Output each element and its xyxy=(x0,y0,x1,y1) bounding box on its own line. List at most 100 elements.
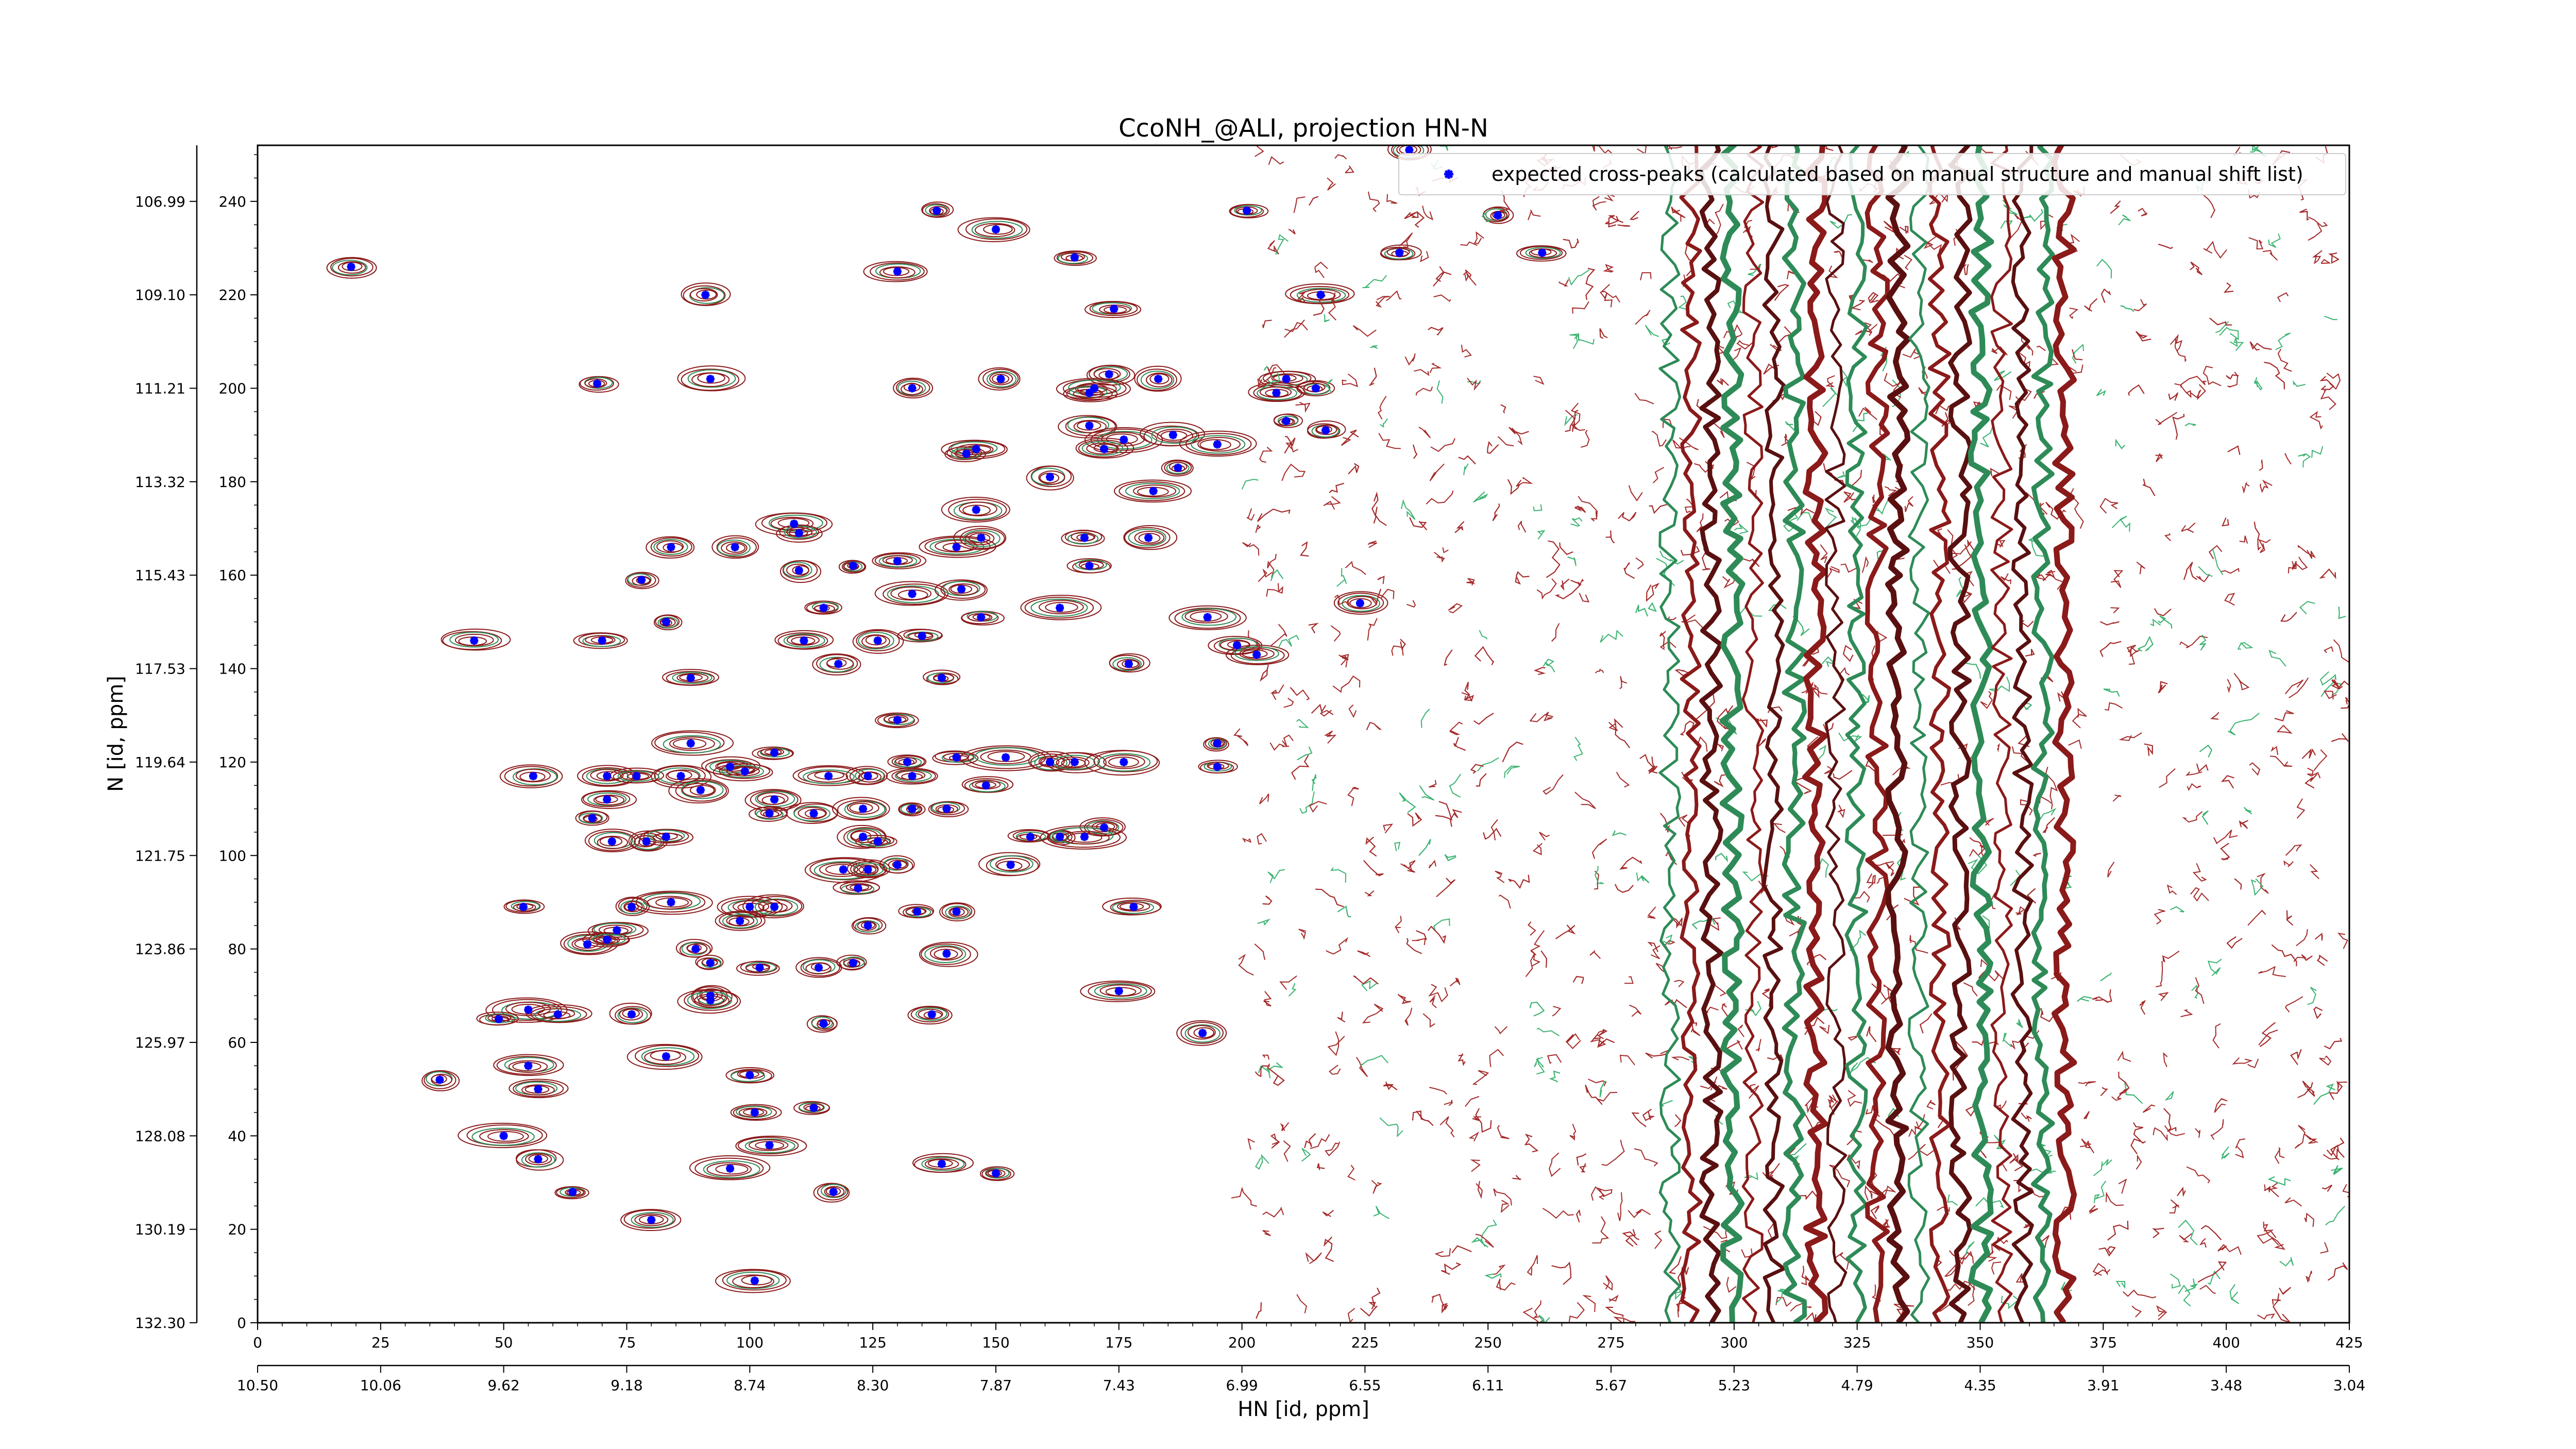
noise-contour xyxy=(1612,830,1626,836)
cross-peak-marker xyxy=(1085,389,1094,397)
noise-contour xyxy=(2000,573,2011,584)
noise-contour xyxy=(1238,953,1254,976)
noise-contour xyxy=(1385,290,1402,301)
noise-contour xyxy=(1745,1001,1761,1017)
noise-contour xyxy=(1266,583,1283,597)
noise-contour xyxy=(2115,439,2125,450)
noise-contour xyxy=(1588,1079,1607,1087)
cross-peak-marker xyxy=(829,1188,838,1197)
noise-contour xyxy=(1362,275,1387,289)
noise-contour xyxy=(1246,508,1255,521)
noise-contour xyxy=(2100,288,2111,303)
noise-contour xyxy=(2307,987,2317,1005)
noise-contour xyxy=(1430,438,1456,452)
noise-contour xyxy=(2313,749,2328,771)
cross-peak-marker xyxy=(553,1010,562,1019)
noise-contour xyxy=(1370,345,1378,349)
peak-contour xyxy=(689,1155,771,1181)
noise-contour xyxy=(1473,713,1494,725)
x-ppm-tick-label: 6.11 xyxy=(1472,1377,1504,1394)
noise-contour xyxy=(2154,608,2172,616)
noise-contour xyxy=(2153,1127,2168,1142)
noise-contour xyxy=(1298,929,1307,939)
cross-peak-marker xyxy=(1272,389,1281,397)
noise-contour xyxy=(2212,1023,2221,1049)
noise-contour xyxy=(1671,1056,1690,1061)
noise-contour xyxy=(2221,1146,2230,1160)
noise-contour xyxy=(1508,874,1530,889)
noise-contour xyxy=(1336,568,1347,587)
cross-peak-marker xyxy=(815,963,823,972)
noise-contour xyxy=(1647,906,1656,919)
water-band xyxy=(1719,145,1745,1323)
noise-contour xyxy=(1829,1165,1851,1188)
noise-contour xyxy=(1517,520,1527,533)
peak-contour xyxy=(852,629,904,654)
noise-contour xyxy=(1572,423,1578,432)
noise-contour xyxy=(2220,568,2240,574)
x-axis-ppm: 10.50 10.06 9.62 9.18 8.74 8.30 7.87 7.43 6.99 6.… xyxy=(237,1364,2365,1394)
noise-contour xyxy=(1624,976,1634,984)
noise-contour xyxy=(1634,1148,1658,1167)
peak-contour xyxy=(515,1149,564,1171)
noise-contour xyxy=(1690,1022,1701,1036)
noise-contour xyxy=(1412,211,1425,228)
noise-contour xyxy=(2227,679,2231,694)
cross-peak-marker xyxy=(849,958,857,967)
noise-contour xyxy=(2233,672,2250,690)
noise-contour xyxy=(1299,791,1315,814)
legend-marker-symbol xyxy=(1444,170,1453,179)
peak-contour xyxy=(804,857,886,883)
noise-contour xyxy=(2307,1088,2315,1097)
noise-contour xyxy=(2118,1178,2127,1194)
noise-contour xyxy=(1605,215,1619,225)
x-tick-label: 75 xyxy=(618,1334,636,1351)
noise-contour xyxy=(2279,1257,2294,1267)
noise-contour xyxy=(2258,538,2271,553)
cross-peak-marker xyxy=(662,1052,670,1061)
peak-contour xyxy=(944,446,986,462)
noise-contour xyxy=(1841,369,1848,388)
noise-contour xyxy=(2178,1219,2198,1245)
y-tick-label: 180 xyxy=(219,474,246,491)
noise-contour xyxy=(2199,1285,2216,1294)
noise-contour xyxy=(1551,623,1560,642)
noise-contour xyxy=(2163,1108,2177,1132)
noise-contour xyxy=(1535,1057,1544,1068)
cross-peak-marker xyxy=(972,506,980,514)
noise-contour xyxy=(1368,1287,1381,1310)
noise-contour xyxy=(1866,873,1876,889)
noise-contour xyxy=(1532,843,1543,855)
noise-contour xyxy=(2299,601,2315,615)
noise-contour xyxy=(2208,545,2223,560)
noise-contour xyxy=(2312,250,2323,264)
noise-contour xyxy=(1429,463,1445,481)
noise-contour xyxy=(1615,884,1634,893)
noise-contour xyxy=(1493,1264,1506,1275)
peak-contour xyxy=(779,560,821,583)
chart-title: CcoNH_@ALI, projection HN-N xyxy=(1118,114,1488,143)
noise-contour xyxy=(1267,869,1285,883)
noise-contour xyxy=(2331,733,2349,742)
noise-contour xyxy=(2202,365,2222,386)
noise-contour xyxy=(2083,1111,2090,1120)
noise-contour xyxy=(1475,1108,1492,1133)
noise-contour xyxy=(2170,906,2184,913)
noise-contour xyxy=(1476,773,1487,787)
noise-contour xyxy=(2152,1227,2164,1238)
noise-contour xyxy=(2319,1055,2332,1066)
noise-contour xyxy=(2136,1154,2142,1170)
cross-peak-marker xyxy=(765,809,774,818)
noise-contour xyxy=(1300,541,1309,557)
noise-contour xyxy=(1329,1065,1341,1075)
noise-contour xyxy=(2257,1231,2279,1245)
noise-contour xyxy=(2180,376,2207,388)
cross-peak-marker xyxy=(667,543,675,551)
noise-contour xyxy=(2170,1273,2181,1289)
water-band xyxy=(1968,145,1994,1323)
noise-contour xyxy=(1409,517,1428,531)
noise-contour xyxy=(1366,722,1382,731)
legend-box xyxy=(1398,153,2346,195)
noise-contour xyxy=(2229,1284,2240,1304)
noise-contour xyxy=(2199,745,2212,758)
